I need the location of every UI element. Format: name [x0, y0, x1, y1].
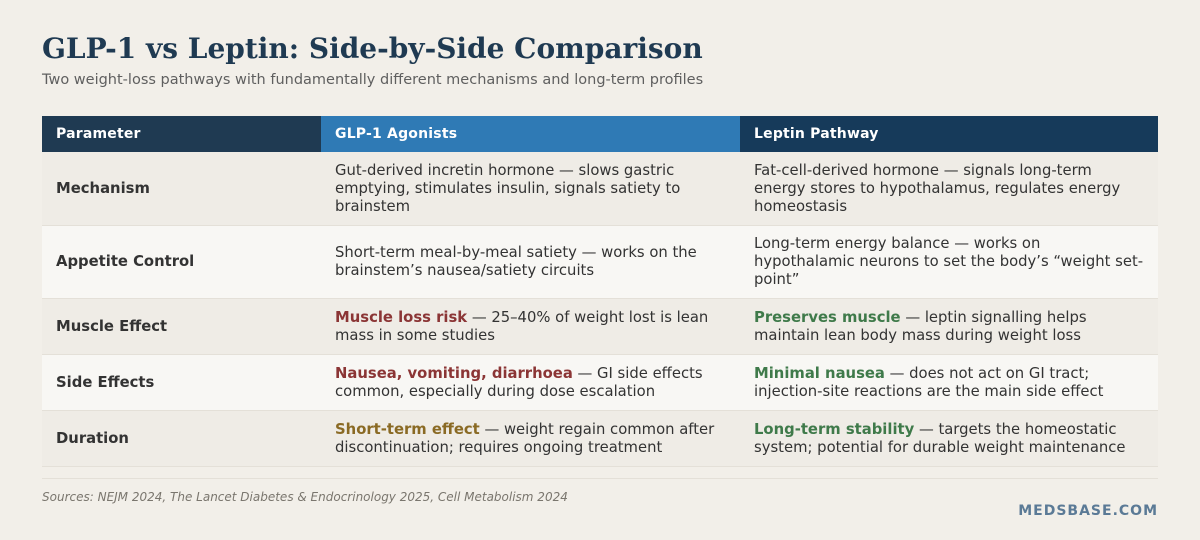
sources-note: Sources: NEJM 2024, The Lancet Diabetes …	[42, 490, 568, 504]
leptin-highlight: Long-term stability	[754, 420, 915, 438]
glp1-text: Short-term meal-by-meal satiety — works …	[335, 244, 697, 279]
leptin-cell: Minimal nausea — does not act on GI trac…	[740, 354, 1158, 411]
leptin-highlight: Preserves muscle	[754, 308, 901, 326]
glp1-highlight: Short-term effect	[335, 420, 480, 438]
leptin-text: — leptin signalling helps maintain lean …	[754, 308, 1087, 344]
page-title: GLP-1 vs Leptin: Side-by-Side Comparison	[42, 32, 703, 65]
glp1-cell: Short-term meal-by-meal satiety — works …	[321, 225, 740, 299]
row-parameter: Duration	[42, 410, 321, 467]
glp1-cell: Gut-derived incretin hormone — slows gas…	[321, 152, 740, 226]
table-row-duration: Duration Short-term effect — weight rega…	[42, 410, 1158, 467]
glp1-cell: Short-term effect — weight regain common…	[321, 410, 740, 467]
table-header-row: Parameter GLP-1 Agonists Leptin Pathway	[42, 116, 1158, 152]
glp1-text: — 25–40% of weight lost is lean mass in …	[335, 308, 709, 344]
leptin-cell: Long-term energy balance — works on hypo…	[740, 225, 1158, 299]
glp1-highlight: Muscle loss risk	[335, 308, 468, 326]
leptin-text: Long-term energy balance — works on hypo…	[754, 235, 1144, 288]
table-row-side-effects: Side Effects Nausea, vomiting, diarrhoea…	[42, 354, 1158, 411]
leptin-highlight: Minimal nausea	[754, 364, 885, 382]
brand-link[interactable]: MEDSBASE.COM	[1018, 503, 1158, 519]
leptin-cell: Long-term stability — targets the homeos…	[740, 410, 1158, 467]
header-leptin-pathway: Leptin Pathway	[740, 116, 1158, 152]
glp1-text: — GI side effects common, especially dur…	[335, 364, 703, 400]
leptin-cell: Preserves muscle — leptin signalling hel…	[740, 298, 1158, 355]
glp1-cell: Nausea, vomiting, diarrhoea — GI side ef…	[321, 354, 740, 411]
header-glp1-agonists: GLP-1 Agonists	[321, 116, 740, 152]
comparison-table: Parameter GLP-1 Agonists Leptin Pathway …	[42, 116, 1158, 467]
leptin-cell: Fat-cell-derived hormone — signals long-…	[740, 152, 1158, 226]
row-parameter: Side Effects	[42, 354, 321, 411]
leptin-text: — targets the homeostatic system; potent…	[754, 420, 1126, 456]
glp1-cell: Muscle loss risk — 25–40% of weight lost…	[321, 298, 740, 355]
header-parameter: Parameter	[42, 116, 321, 152]
table-row-appetite-control: Appetite Control Short-term meal-by-meal…	[42, 225, 1158, 299]
page-subtitle: Two weight-loss pathways with fundamenta…	[42, 72, 704, 88]
glp1-highlight: Nausea, vomiting, diarrhoea	[335, 364, 573, 382]
leptin-text: — does not act on GI tract; injection-si…	[754, 364, 1104, 400]
glp1-text: — weight regain common after discontinua…	[335, 420, 715, 456]
row-parameter: Mechanism	[42, 152, 321, 226]
footer-divider	[42, 478, 1158, 479]
row-parameter: Appetite Control	[42, 225, 321, 299]
glp1-text: Gut-derived incretin hormone — slows gas…	[335, 161, 681, 215]
row-parameter: Muscle Effect	[42, 298, 321, 355]
table-row-mechanism: Mechanism Gut-derived incretin hormone —…	[42, 152, 1158, 226]
leptin-text: Fat-cell-derived hormone — signals long-…	[754, 161, 1121, 215]
table-row-muscle-effect: Muscle Effect Muscle loss risk — 25–40% …	[42, 298, 1158, 355]
